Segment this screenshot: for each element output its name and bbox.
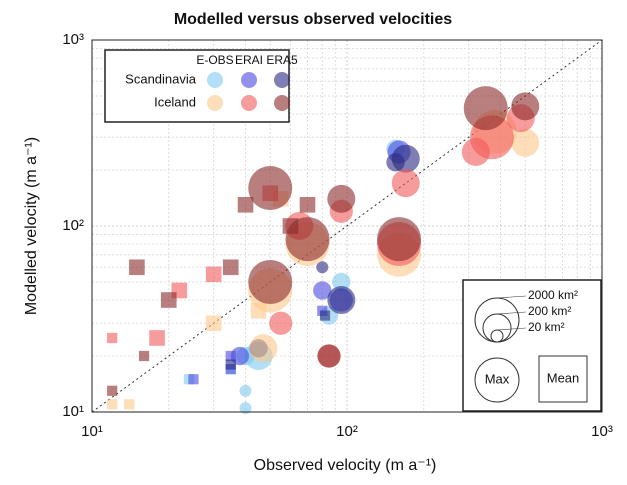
legend-box: [104, 49, 290, 123]
max-marker: [248, 166, 293, 211]
mean-marker: [138, 350, 150, 362]
mean-marker: [149, 330, 165, 346]
mean-marker: [107, 385, 118, 396]
legend-column-label: E-OBS: [196, 53, 233, 67]
size-legend-label: 2000 km²: [528, 288, 578, 302]
plot-frame: [91, 39, 603, 413]
y-tick-label: 10³: [62, 31, 84, 48]
shape-legend-label: Mean: [547, 370, 580, 385]
max-marker: [511, 92, 540, 121]
legend-swatch: [274, 95, 290, 111]
mean-marker: [188, 374, 199, 385]
max-marker: [239, 402, 252, 415]
max-marker: [248, 259, 293, 304]
max-marker: [313, 281, 332, 300]
y-tick-label: 10¹: [62, 403, 84, 420]
mean-marker: [205, 266, 222, 283]
mean-marker: [237, 197, 254, 213]
x-tick-label: 10¹: [81, 423, 103, 440]
max-marker: [386, 153, 405, 172]
marks: [107, 86, 540, 415]
max-marker: [391, 169, 420, 198]
mean-marker: [250, 302, 267, 319]
mean-marker: [282, 218, 299, 234]
size-legend-box: [462, 279, 602, 412]
max-marker: [463, 86, 508, 131]
y-axis-label: Modelled velocity (m a⁻¹): [23, 137, 40, 315]
mean-marker: [205, 315, 222, 332]
size-legend-leader: [496, 327, 527, 331]
mean-marker: [124, 399, 135, 410]
max-marker: [249, 334, 278, 363]
shape-legend-label: Max: [485, 371, 510, 386]
mean-marker: [225, 359, 236, 370]
max-marker: [327, 184, 356, 213]
mean-marker: [107, 332, 118, 344]
shape-legend-max: [474, 357, 520, 403]
mean-marker: [225, 350, 236, 362]
legend-swatch: [207, 95, 223, 111]
size-legend-leader: [496, 295, 527, 299]
size-legend-label: 200 km²: [528, 304, 571, 318]
max-marker: [461, 137, 490, 166]
size-legend-label: 20 km²: [528, 320, 565, 334]
chart-title: Modelled versus observed velocities: [174, 11, 452, 28]
max-marker: [377, 217, 422, 262]
x-tick-label: 10³: [591, 423, 613, 440]
x-axis-label: Observed velocity (m a⁻¹): [254, 457, 437, 474]
mean-marker: [107, 399, 118, 410]
size-legend: 2000 km² 200 km² 20 km² Max Mean: [462, 279, 602, 412]
max-marker: [327, 286, 356, 315]
legend: E-OBS ERAI ERA5 Scandinavia Iceland: [104, 49, 298, 123]
shape-legend-mean: [538, 355, 588, 403]
mean-marker: [222, 259, 239, 276]
y-tick-label: 10²: [62, 217, 84, 234]
max-marker: [317, 344, 341, 368]
max-marker: [332, 272, 351, 292]
max-marker: [239, 384, 252, 397]
mean-marker: [129, 259, 145, 276]
max-marker: [269, 311, 293, 335]
mean-marker: [319, 310, 331, 321]
legend-column-label: ERAI: [235, 53, 263, 67]
legend-swatch: [274, 72, 290, 88]
x-tick-label: 10²: [336, 423, 358, 440]
legend-swatch: [241, 72, 257, 88]
mean-marker: [299, 197, 316, 213]
legend-column-label: ERA5: [266, 53, 298, 67]
size-legend-leader: [496, 311, 527, 315]
mean-marker: [160, 292, 177, 308]
max-marker: [316, 261, 329, 274]
legend-row-label: Scandinavia: [125, 71, 197, 86]
max-marker: [511, 128, 540, 157]
legend-row-label: Iceland: [154, 94, 196, 109]
legend-swatch: [207, 72, 223, 88]
legend-swatch: [241, 95, 257, 111]
